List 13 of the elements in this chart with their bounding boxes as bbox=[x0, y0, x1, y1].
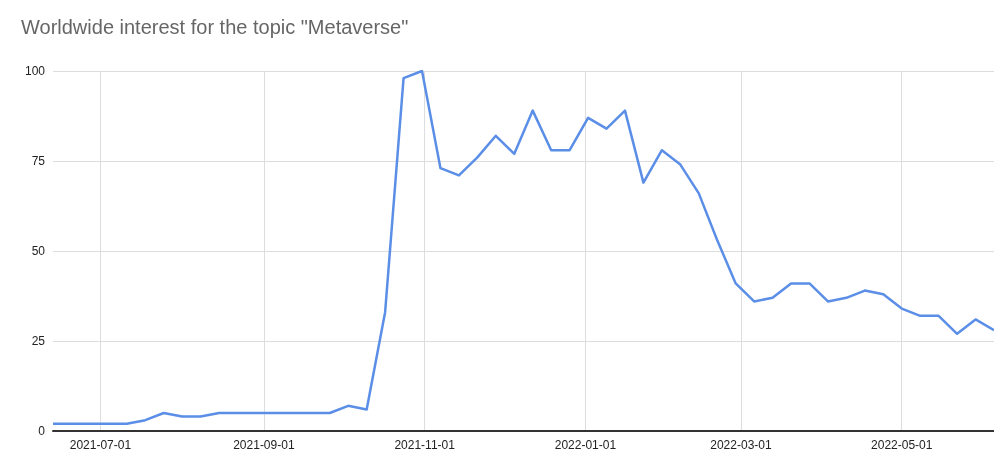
x-tick-label: 2021-07-01 bbox=[69, 438, 132, 452]
y-tick-label: 100 bbox=[24, 64, 46, 78]
x-tick-label: 2021-11-01 bbox=[394, 438, 456, 452]
y-tick-label: 0 bbox=[38, 424, 46, 438]
x-tick-label: 2021-09-01 bbox=[233, 438, 295, 452]
y-tick-label: 25 bbox=[31, 334, 46, 348]
x-tick-label: 2022-01-01 bbox=[554, 438, 617, 452]
chart-title: Worldwide interest for the topic "Metaverse" bbox=[21, 16, 409, 38]
x-tick-label: 2022-05-01 bbox=[871, 438, 933, 452]
y-tick-label: 50 bbox=[31, 244, 46, 258]
line-series bbox=[51, 69, 994, 426]
y-tick-label: 75 bbox=[31, 154, 46, 168]
x-tick-label: 2022-03-01 bbox=[710, 438, 772, 452]
